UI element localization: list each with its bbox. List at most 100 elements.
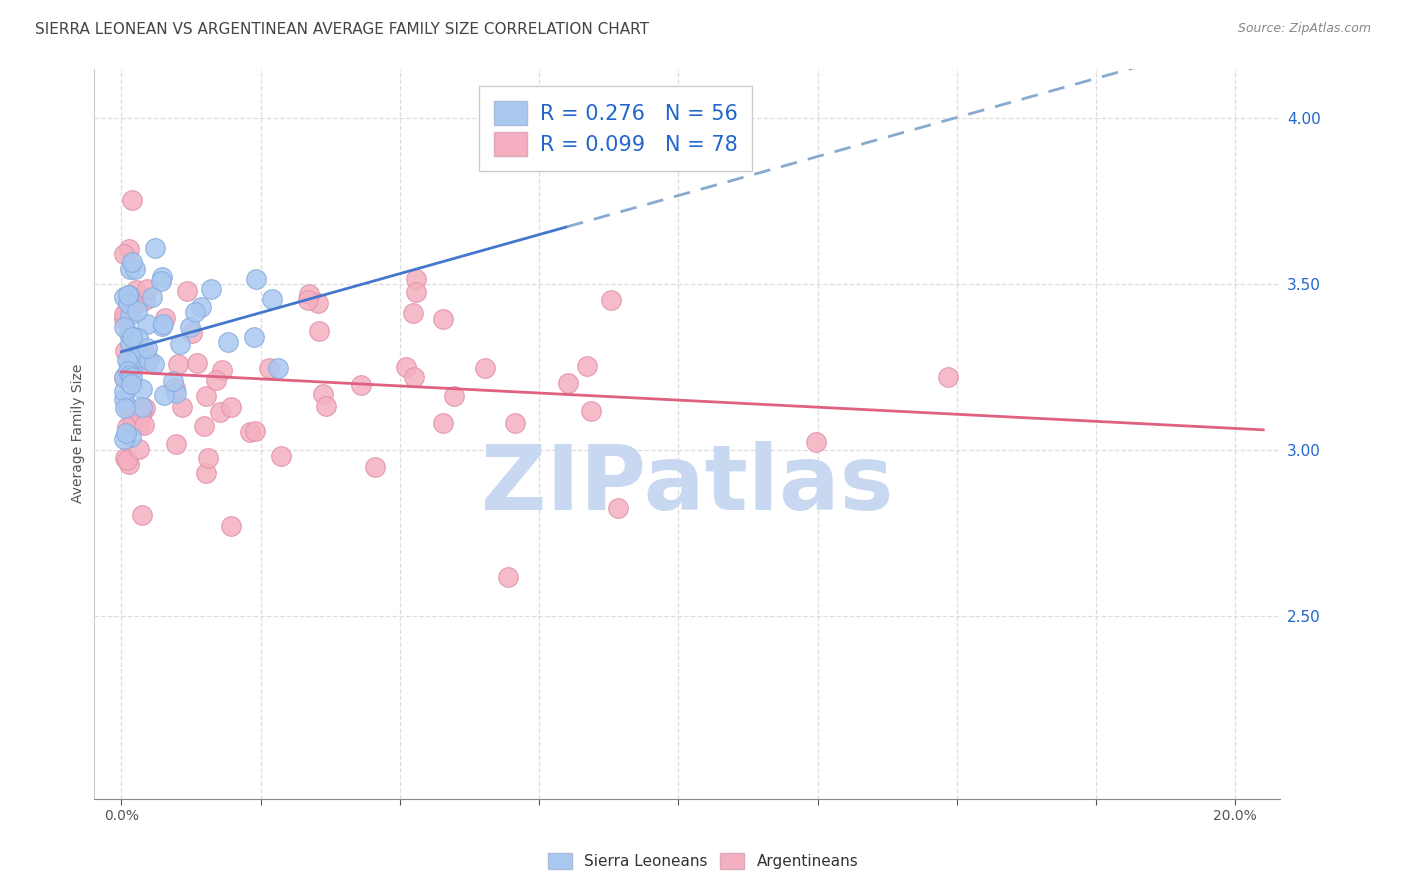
- Point: [125, 283, 148, 297]
- Point: [402, 369, 425, 384]
- Point: [112, 392, 135, 406]
- Point: [118, 458, 141, 472]
- Point: [134, 418, 156, 433]
- Point: [205, 373, 228, 387]
- Point: [121, 363, 143, 377]
- Point: [579, 404, 602, 418]
- Point: [121, 346, 143, 360]
- Point: [129, 294, 152, 309]
- Point: [127, 330, 149, 344]
- Point: [557, 376, 579, 390]
- Legend: Sierra Leoneans, Argentineans: Sierra Leoneans, Argentineans: [541, 847, 865, 875]
- Point: [112, 371, 135, 385]
- Point: [112, 307, 135, 321]
- Point: [143, 241, 166, 255]
- Text: ZIPatlas: ZIPatlas: [481, 441, 893, 529]
- Point: [118, 299, 141, 313]
- Point: [239, 425, 262, 439]
- Point: [117, 364, 139, 378]
- Text: Source: ZipAtlas.com: Source: ZipAtlas.com: [1237, 22, 1371, 36]
- Point: [270, 450, 292, 464]
- Point: [257, 360, 280, 375]
- Legend: R = 0.276   N = 56, R = 0.099   N = 78: R = 0.276 N = 56, R = 0.099 N = 78: [479, 87, 752, 171]
- Point: [117, 288, 139, 302]
- Point: [150, 274, 173, 288]
- Point: [936, 370, 959, 384]
- Point: [169, 336, 191, 351]
- Point: [200, 282, 222, 296]
- Point: [194, 467, 217, 481]
- Point: [503, 416, 526, 430]
- Point: [162, 374, 184, 388]
- Point: [607, 500, 630, 515]
- Point: [118, 357, 141, 371]
- Point: [118, 288, 141, 302]
- Point: [134, 293, 156, 307]
- Point: [118, 242, 141, 256]
- Point: [315, 399, 337, 413]
- Point: [150, 270, 173, 285]
- Point: [115, 303, 138, 318]
- Point: [115, 420, 138, 434]
- Point: [217, 335, 239, 350]
- Point: [195, 389, 218, 403]
- Point: [308, 324, 330, 338]
- Point: [432, 312, 454, 326]
- Point: [112, 311, 135, 326]
- Point: [125, 405, 148, 419]
- Point: [184, 304, 207, 318]
- Point: [243, 330, 266, 344]
- Point: [117, 296, 139, 310]
- Point: [136, 282, 159, 296]
- Point: [219, 401, 242, 415]
- Point: [121, 194, 143, 208]
- Point: [128, 442, 150, 456]
- Point: [190, 300, 212, 314]
- Text: SIERRA LEONEAN VS ARGENTINEAN AVERAGE FAMILY SIZE CORRELATION CHART: SIERRA LEONEAN VS ARGENTINEAN AVERAGE FA…: [35, 22, 650, 37]
- Point: [124, 262, 146, 277]
- Point: [112, 432, 135, 446]
- Point: [112, 369, 135, 384]
- Point: [474, 361, 496, 376]
- Point: [125, 351, 148, 366]
- Point: [135, 318, 157, 332]
- Point: [129, 417, 152, 432]
- Point: [121, 370, 143, 384]
- Point: [131, 508, 153, 522]
- Point: [245, 425, 267, 439]
- Point: [136, 342, 159, 356]
- Point: [136, 356, 159, 370]
- Point: [114, 450, 136, 465]
- Point: [245, 272, 267, 286]
- Point: [165, 437, 187, 451]
- Point: [298, 287, 321, 301]
- Point: [172, 400, 194, 414]
- Point: [186, 356, 208, 370]
- Point: [804, 434, 827, 449]
- Point: [120, 430, 142, 444]
- Point: [208, 404, 231, 418]
- Point: [112, 247, 135, 261]
- Point: [219, 518, 242, 533]
- Point: [311, 387, 333, 401]
- Point: [153, 311, 176, 326]
- Point: [120, 309, 142, 323]
- Point: [115, 368, 138, 383]
- Point: [134, 401, 156, 415]
- Point: [211, 362, 233, 376]
- Point: [114, 344, 136, 359]
- Point: [112, 320, 135, 334]
- Point: [142, 357, 165, 371]
- Point: [121, 330, 143, 344]
- Point: [120, 377, 142, 392]
- Point: [120, 337, 142, 351]
- Point: [114, 401, 136, 415]
- Point: [266, 360, 288, 375]
- Point: [165, 386, 187, 401]
- Point: [575, 359, 598, 373]
- Point: [120, 368, 142, 383]
- Point: [297, 293, 319, 308]
- Point: [141, 290, 163, 304]
- Point: [115, 426, 138, 441]
- Point: [180, 326, 202, 341]
